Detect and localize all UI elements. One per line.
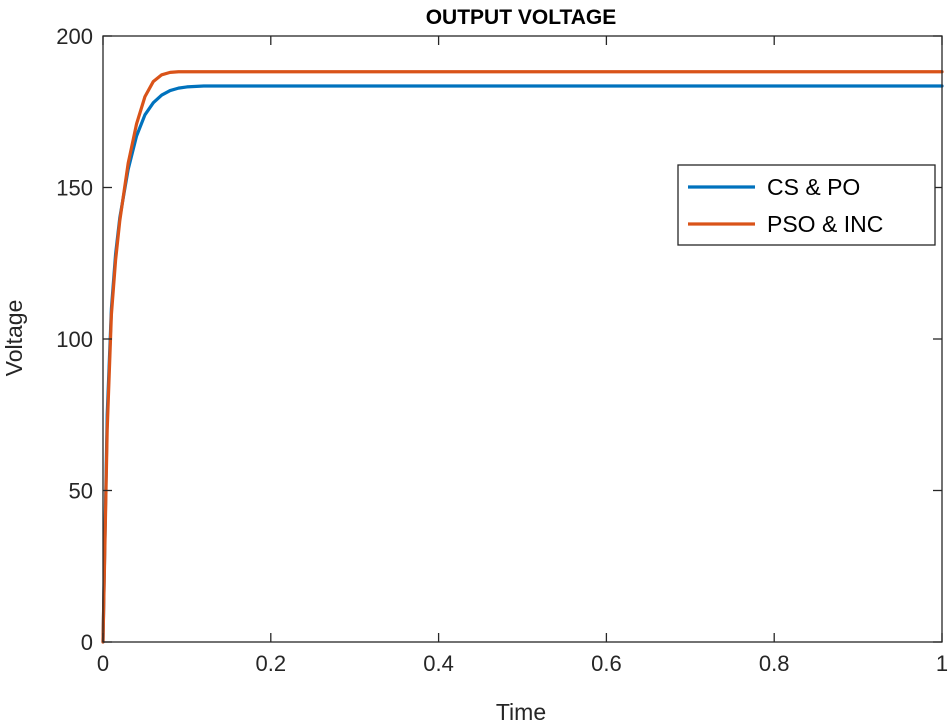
x-axis-label: Time xyxy=(496,699,546,723)
y-tick-label: 0 xyxy=(81,630,93,655)
x-tick-label: 0.6 xyxy=(591,651,622,676)
x-tick-label: 1 xyxy=(936,651,948,676)
y-tick-label: 100 xyxy=(56,327,93,352)
y-tick-label: 50 xyxy=(69,479,93,504)
chart-title: OUTPUT VOLTAGE xyxy=(426,6,617,29)
plot-frame xyxy=(102,35,943,643)
y-tick-label: 200 xyxy=(56,24,93,49)
legend-label-1: CS & PO xyxy=(767,174,860,200)
series-layer xyxy=(101,70,944,644)
x-tick-label: 0.2 xyxy=(256,651,287,676)
y-axis-label: Voltage xyxy=(1,300,27,377)
x-tick-label: 0 xyxy=(97,651,109,676)
x-tick-label: 0.8 xyxy=(759,651,790,676)
series-line-2 xyxy=(101,70,944,644)
y-tick-label: 150 xyxy=(56,176,93,201)
legend: CS & PO PSO & INC xyxy=(677,164,936,246)
legend-box xyxy=(677,164,936,246)
axis-layer: 0 0.2 0.4 0.6 0.8 1 0 50 100 150 200 xyxy=(56,24,948,676)
legend-label-2: PSO & INC xyxy=(767,211,883,237)
x-tick-label: 0.4 xyxy=(423,651,454,676)
